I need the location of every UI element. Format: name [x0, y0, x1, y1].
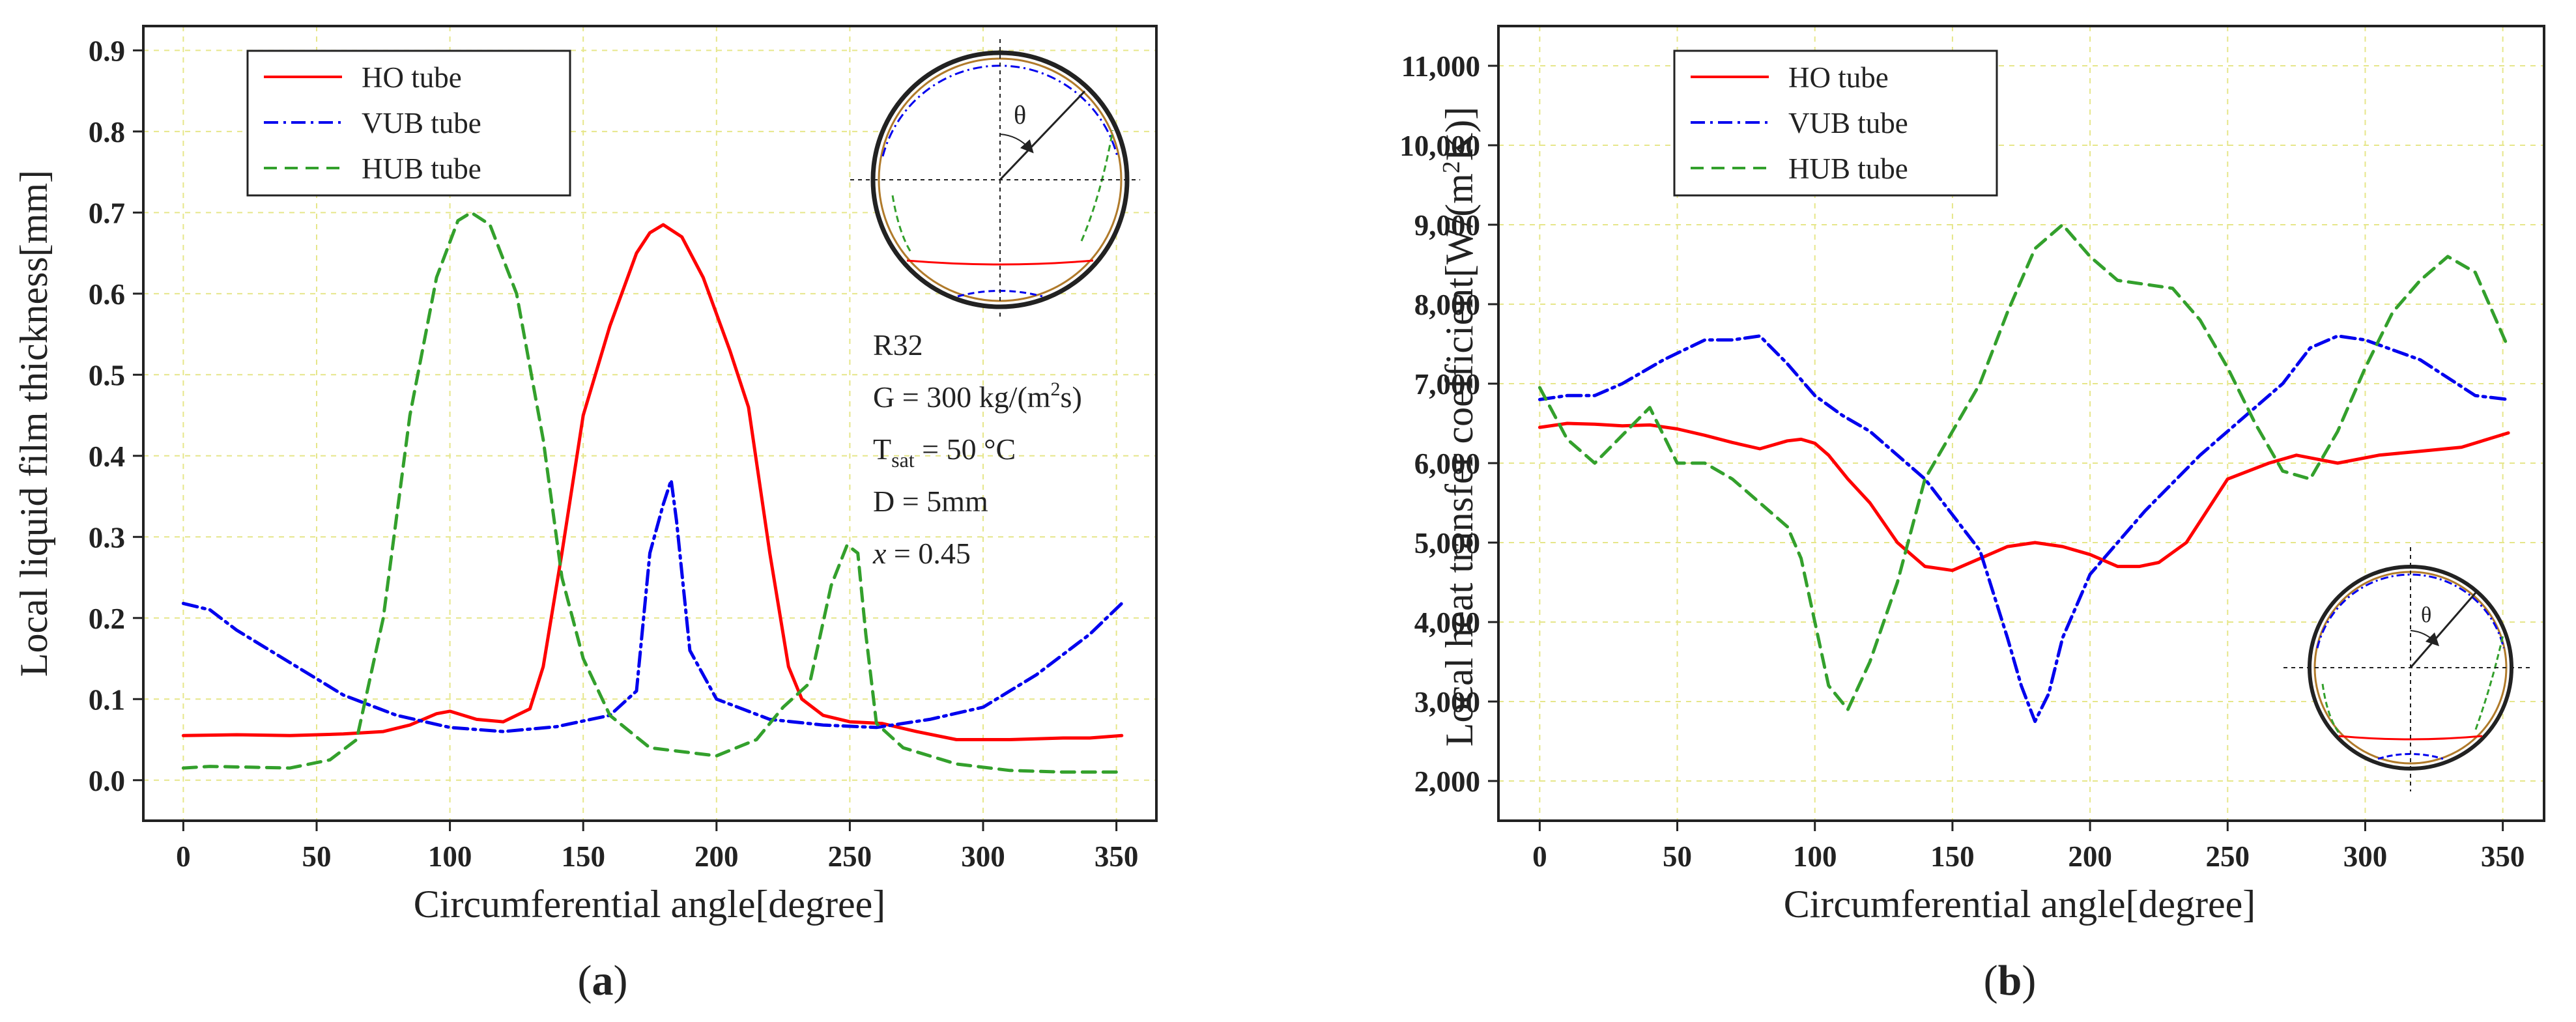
panel-b-x-tick-label: 50 [1663, 840, 1692, 873]
panel-b-series-vub-tube [1538, 334, 2510, 723]
panel-b-caption: (b) [1984, 957, 2037, 1004]
panel-a-y-tick-label: 0.0 [89, 765, 125, 797]
panel-a-x-axis-label: Circumferential angle[degree] [414, 883, 886, 926]
panel-a-y-tick-label: 0.2 [89, 603, 125, 635]
ho-film-profile [2338, 735, 2483, 741]
mass-flux-label: G = 300 kg/(m2s) [873, 378, 1082, 414]
panel-a-legend-label-ho: HO tube [362, 61, 462, 94]
panel-a-ticks: 0 50 100 150 200 250 300 350 0.0 0.1 0.2 0.3 0.4 0.5 0… [89, 35, 1139, 873]
panel-a-axes-frame [142, 25, 1158, 822]
hub-film-profile-right [1080, 130, 1114, 242]
panel-b-y-tick-label: 11,000 [1401, 50, 1480, 83]
hub-film-profile-left [891, 195, 913, 255]
panel-a-x-tick-label: 200 [694, 840, 739, 873]
panel-a-y-tick-label: 0.5 [89, 359, 125, 391]
panel-a-x-tick-label: 100 [428, 840, 472, 873]
panel-a-legend: HO tube VUB tube HUB tube [246, 50, 571, 197]
panel-a-caption: (a) [578, 957, 628, 1004]
panel-b-x-tick-label: 150 [1930, 840, 1975, 873]
fluid-label: R32 [873, 328, 923, 362]
inset-angle-arc [999, 134, 1034, 154]
panel-b-legend: HO tube VUB tube HUB tube [1673, 50, 1998, 197]
panel-b-legend-label-hub: HUB tube [1788, 152, 1908, 185]
panel-a-y-tick-label: 0.8 [89, 116, 125, 149]
hub-film-profile-left [2321, 683, 2340, 733]
panel-b-y-tick-label: 9,000 [1414, 209, 1480, 242]
panel-b-x-axis-label: Circumferential angle[degree] [1784, 883, 2256, 926]
panel-b-series [1538, 223, 2510, 723]
vub-film-profile [2316, 573, 2505, 649]
panel-a-legend-label-vub: VUB tube [362, 107, 481, 139]
panel-a-y-tick-label: 0.6 [89, 278, 125, 311]
panel-a-chart: 0 50 100 150 200 250 300 350 0.0 0.1 0.2 0.3 0.4 0.5 0… [12, 25, 1158, 1004]
panel-b-x-tick-label: 300 [2343, 840, 2388, 873]
panel-b-legend-label-ho: HO tube [1788, 61, 1889, 94]
panel-b-y-tick-label: 2,000 [1414, 765, 1480, 798]
panel-b-theta-label: θ [2421, 603, 2431, 627]
panel-b-y-tick-label: 7,000 [1414, 368, 1480, 401]
panel-a-x-tick-label: 150 [561, 840, 605, 873]
panel-a-series [181, 210, 1124, 774]
panel-a-x-tick-label: 50 [302, 840, 331, 873]
panel-b-x-tick-label: 200 [2068, 840, 2112, 873]
panel-a-series-hub-tube [181, 210, 1124, 774]
panel-a-y-tick-label: 0.1 [89, 683, 125, 716]
panel-b-y-tick-label: 5,000 [1414, 527, 1480, 560]
panel-b-grid [1498, 26, 2544, 821]
panel-a-x-tick-label: 350 [1095, 840, 1139, 873]
panel-b-y-axis-label: Local heat transfer coefficient[W/(m2K)] [1438, 107, 1481, 746]
panel-b-chart: 0 50 100 150 200 250 300 350 2,000 3,000 4,000 5,00… [1399, 25, 2545, 1004]
panel-b-series-ho-tube [1538, 421, 2510, 573]
panel-b-y-tick-label: 3,000 [1414, 686, 1480, 718]
panel-b-y-tick-label: 8,000 [1414, 289, 1480, 321]
inset-angle-arc [2410, 630, 2440, 647]
panel-b-y-tick-label: 6,000 [1414, 447, 1480, 480]
panel-a-tube-inset: θ [850, 39, 1140, 319]
panel-a-x-tick-label: 300 [961, 840, 1005, 873]
panel-a-x-tick-label: 250 [828, 840, 872, 873]
hub-film-profile-right [2474, 634, 2504, 730]
panel-b-y-tick-label: 10,000 [1399, 130, 1480, 162]
panel-b-y-tick-label: 4,000 [1414, 606, 1480, 639]
panel-a-series-vub-tube [181, 478, 1124, 733]
panel-a-legend-label-hub: HUB tube [362, 152, 481, 185]
panel-a-y-tick-label: 0.9 [89, 35, 125, 67]
panel-b-ticks: 0 50 100 150 200 250 300 350 2,000 3,000 4,000 5,00… [1399, 50, 2525, 873]
panel-a-conditions-annotation: R32 G = 300 kg/(m2s) Tsat = 50 °C D = 5m… [872, 328, 1082, 570]
panel-b-x-tick-label: 350 [2481, 840, 2525, 873]
saturation-temperature-label: Tsat = 50 °C [873, 433, 1016, 472]
ho-film-profile [906, 259, 1094, 266]
panel-a-series-ho-tube [181, 223, 1124, 741]
panel-b-x-tick-label: 250 [2206, 840, 2250, 873]
panel-b-legend-label-vub: VUB tube [1788, 107, 1908, 139]
panel-b-x-tick-label: 100 [1793, 840, 1837, 873]
panel-a-y-tick-label: 0.3 [89, 521, 125, 554]
inset-radius-line [999, 90, 1086, 181]
vapor-quality-label: x = 0.45 [872, 537, 971, 570]
panel-b-tube-inset: θ [2283, 547, 2531, 791]
panel-a-theta-label: θ [1014, 100, 1026, 130]
panel-b-series-hub-tube [1538, 223, 2510, 711]
panel-b-x-tick-label: 0 [1532, 840, 1547, 873]
panel-a-y-tick-label: 0.7 [89, 197, 125, 229]
diameter-label: D = 5mm [873, 485, 988, 518]
panel-b-axes-frame [1497, 25, 2545, 822]
inset-radius-line [2409, 592, 2477, 668]
panel-a-x-tick-label: 0 [176, 840, 191, 873]
panel-a-y-tick-label: 0.4 [89, 440, 125, 473]
panel-a-y-axis-label: Local liquid film thickness[mm] [12, 170, 55, 677]
